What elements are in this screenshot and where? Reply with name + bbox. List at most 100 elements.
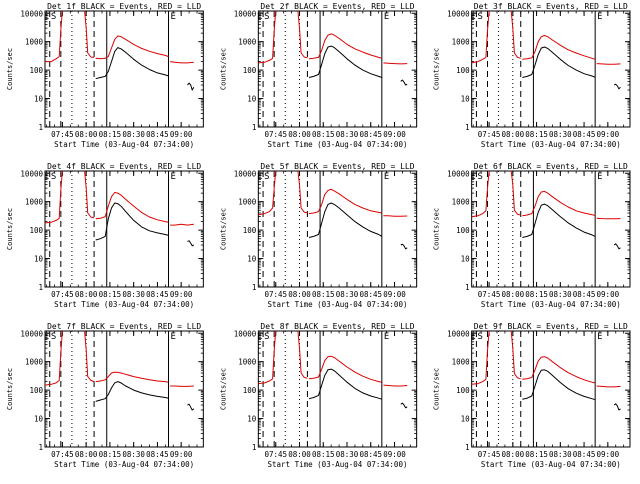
x-tick-label: 08:45: [573, 130, 596, 139]
x-tick-label: 08:45: [359, 290, 382, 299]
series-lld-line: [170, 62, 194, 63]
marker-flag-label: E: [44, 12, 49, 22]
plot-frame: [45, 171, 203, 287]
y-axis-label: Counts/sec: [433, 368, 441, 410]
x-tick-label: 08:30: [122, 450, 145, 459]
plot-frame: [472, 11, 630, 127]
y-tick-label: 10000: [447, 9, 470, 18]
y-tick-label: 10000: [234, 169, 257, 178]
y-tick-label: 1: [38, 443, 43, 452]
y-tick-label: 1: [252, 123, 257, 132]
marker-flag-label: E: [384, 12, 389, 22]
x-axis-label: Start Time (03-Aug-04 07:34:00): [54, 140, 194, 149]
x-tick-label: 07:45: [264, 290, 287, 299]
plot-frame: [258, 171, 416, 287]
x-tick-label: 08:30: [549, 130, 572, 139]
x-axis-label: Start Time (03-Aug-04 07:34:00): [54, 300, 194, 309]
x-tick-label: 07:45: [478, 130, 501, 139]
y-tick-label: 1: [465, 443, 470, 452]
y-axis-label: Counts/sec: [219, 368, 227, 410]
x-tick-label: 07:45: [51, 130, 74, 139]
x-tick-label: 08:00: [502, 450, 525, 459]
marker-flag-label: S: [51, 12, 56, 22]
x-tick-label: 07:45: [51, 290, 74, 299]
y-tick-label: 100: [29, 386, 43, 395]
y-tick-label: 1: [38, 283, 43, 292]
x-tick-label: 08:00: [288, 290, 311, 299]
y-axis-label: Counts/sec: [433, 208, 441, 250]
marker-flag-label: S: [264, 172, 269, 182]
x-axis-label: Start Time (03-Aug-04 07:34:00): [481, 140, 621, 149]
y-tick-label: 1000: [452, 198, 471, 207]
y-tick-label: 1: [465, 123, 470, 132]
chart-title: Det_7f BLACK = Events, RED = LLD: [47, 322, 201, 331]
y-tick-label: 10000: [234, 329, 257, 338]
x-tick-label: 08:45: [146, 290, 169, 299]
series-events-line: [188, 83, 194, 90]
x-tick-label: 09:00: [597, 450, 620, 459]
plot-frame: [472, 331, 630, 447]
plot-frame: [45, 11, 203, 127]
marker-flag-label: E: [597, 172, 602, 182]
y-tick-label: 10: [247, 95, 257, 104]
series-lld-line: [597, 218, 621, 219]
x-tick-label: 08:15: [312, 130, 335, 139]
y-tick-label: 10000: [20, 169, 43, 178]
x-tick-label: 08:15: [525, 450, 548, 459]
marker-flag-label: E: [597, 12, 602, 22]
y-tick-label: 10000: [234, 9, 257, 18]
marker-flag-label: E: [384, 172, 389, 182]
x-tick-label: 08:15: [99, 290, 122, 299]
x-tick-label: 08:45: [573, 290, 596, 299]
series-lld-line: [383, 385, 407, 386]
y-tick-label: 10: [34, 255, 44, 264]
x-tick-label: 08:00: [502, 290, 525, 299]
plot-frame: [258, 331, 416, 447]
x-tick-label: 09:00: [383, 290, 406, 299]
marker-flag-label: E: [170, 332, 175, 342]
y-tick-label: 1: [252, 283, 257, 292]
y-tick-label: 10000: [20, 9, 43, 18]
x-tick-label: 07:45: [478, 290, 501, 299]
x-tick-label: 07:45: [478, 450, 501, 459]
x-tick-label: 08:45: [359, 130, 382, 139]
y-axis-label: Counts/sec: [6, 48, 14, 90]
marker-flag-label: S: [477, 172, 482, 182]
series-events-line: [401, 244, 407, 249]
x-tick-label: 09:00: [597, 290, 620, 299]
marker-flag-label: S: [51, 332, 56, 342]
chart-title: Det_5f BLACK = Events, RED = LLD: [260, 162, 414, 171]
chart-title: Det_1f BLACK = Events, RED = LLD: [47, 2, 201, 11]
x-axis-label: Start Time (03-Aug-04 07:34:00): [268, 140, 408, 149]
x-tick-label: 08:00: [288, 450, 311, 459]
x-tick-label: 08:45: [359, 450, 382, 459]
x-tick-label: 08:30: [549, 450, 572, 459]
plot-frame: [258, 11, 416, 127]
marker-flag-label: S: [477, 332, 482, 342]
series-events-line: [188, 241, 194, 246]
chart-title: Det_9f BLACK = Events, RED = LLD: [474, 322, 628, 331]
x-axis-label: Start Time (03-Aug-04 07:34:00): [481, 460, 621, 469]
y-axis-label: Counts/sec: [219, 208, 227, 250]
series-lld-line: [85, 171, 95, 218]
plot-frame: [45, 331, 203, 447]
y-axis-label: Counts/sec: [6, 368, 14, 410]
marker-flag-label: S: [264, 332, 269, 342]
y-axis-label: Counts/sec: [6, 208, 14, 250]
y-tick-label: 1000: [25, 358, 44, 367]
y-axis-label: Counts/sec: [219, 48, 227, 90]
series-lld-line: [597, 64, 621, 65]
marker-flag-label: E: [170, 172, 175, 182]
series-lld-line: [298, 11, 308, 58]
x-tick-label: 08:45: [146, 450, 169, 459]
y-tick-label: 1000: [25, 38, 44, 47]
series-lld-line: [85, 11, 95, 57]
y-tick-label: 1000: [238, 358, 257, 367]
chart-title: Det_2f BLACK = Events, RED = LLD: [260, 2, 414, 11]
y-tick-label: 100: [456, 386, 470, 395]
marker-flag-label: E: [170, 12, 175, 22]
y-tick-label: 1000: [452, 38, 471, 47]
y-tick-label: 10: [247, 415, 257, 424]
x-tick-label: 07:45: [51, 450, 74, 459]
